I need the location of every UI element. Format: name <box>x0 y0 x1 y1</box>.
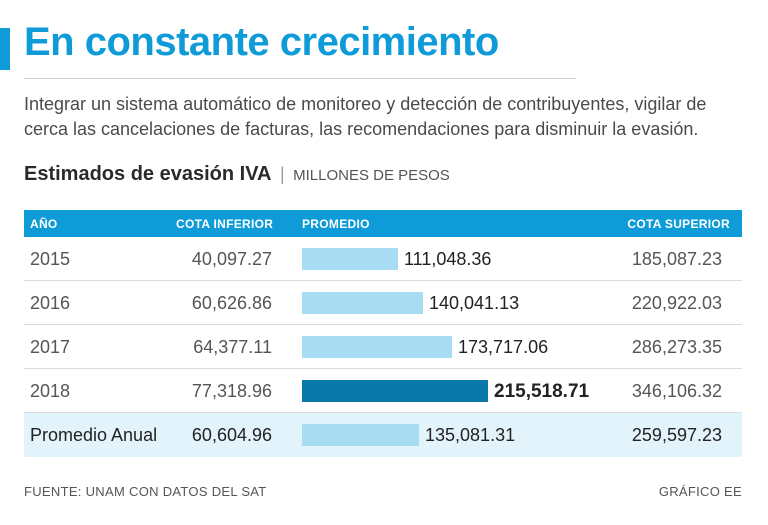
col-header-avg: PROMEDIO <box>302 217 370 231</box>
year-cell: 2016 <box>30 293 71 313</box>
average-bar <box>302 336 452 358</box>
year-cell: 2015 <box>30 249 71 269</box>
col-header-year: AÑO <box>30 217 58 231</box>
average-bar <box>302 380 488 402</box>
table-row-total: Promedio Anual 60,604.96 135,081.31 259,… <box>24 413 742 457</box>
lower-bound-cell: 60,626.86 <box>191 293 272 313</box>
table-row: 2015 40,097.27 111,048.36 185,087.23 <box>24 237 742 281</box>
lower-bound-cell: 60,604.96 <box>191 425 272 445</box>
average-value: 135,081.31 <box>425 425 516 445</box>
unit-label: MILLONES DE PESOS <box>293 167 450 184</box>
source-note: FUENTE: UNAM CON DATOS DEL SAT <box>24 484 267 499</box>
average-value: 215,518.71 <box>494 381 590 402</box>
col-header-upper: COTA SUPERIOR <box>627 217 730 231</box>
title-separator: | <box>279 164 285 184</box>
title-divider <box>24 78 576 79</box>
average-bar <box>302 424 419 446</box>
subtitle: Integrar un sistema automático de monito… <box>24 94 707 139</box>
average-value: 111,048.36 <box>404 249 492 269</box>
col-header-lower: COTA INFERIOR <box>176 217 274 231</box>
chart-title-text: Estimados de evasión IVA <box>24 163 272 185</box>
lower-bound-cell: 64,377.11 <box>193 337 272 357</box>
accent-bar <box>0 28 10 70</box>
total-label: Promedio Anual <box>30 425 158 445</box>
year-cell: 2018 <box>30 381 71 401</box>
average-value: 173,717.06 <box>458 337 549 357</box>
upper-bound-cell: 346,106.32 <box>631 381 722 401</box>
upper-bound-cell: 185,087.23 <box>631 249 722 269</box>
table-header: AÑO COTA INFERIOR PROMEDIO COTA SUPERIOR <box>24 210 742 237</box>
table-row: 2017 64,377.11 173,717.06 286,273.35 <box>24 325 742 369</box>
credit-note: GRÁFICO EE <box>658 484 742 499</box>
table-row: 2018 77,318.96 215,518.71 346,106.32 <box>24 369 742 413</box>
evasion-table: AÑO COTA INFERIOR PROMEDIO COTA SUPERIOR… <box>24 210 742 457</box>
upper-bound-cell: 220,922.03 <box>631 293 722 313</box>
table-row: 2016 60,626.86 140,041.13 220,922.03 <box>24 281 742 325</box>
lower-bound-cell: 40,097.27 <box>191 249 272 269</box>
average-bar <box>302 292 423 314</box>
page-title: En constante crecimiento <box>24 20 499 64</box>
upper-bound-cell: 259,597.23 <box>631 425 722 445</box>
year-cell: 2017 <box>30 337 71 357</box>
chart-title: Estimados de evasión IVA | MILLONES DE P… <box>24 163 450 186</box>
average-bar <box>302 248 398 270</box>
lower-bound-cell: 77,318.96 <box>191 381 272 401</box>
upper-bound-cell: 286,273.35 <box>631 337 722 357</box>
average-value: 140,041.13 <box>429 293 520 313</box>
